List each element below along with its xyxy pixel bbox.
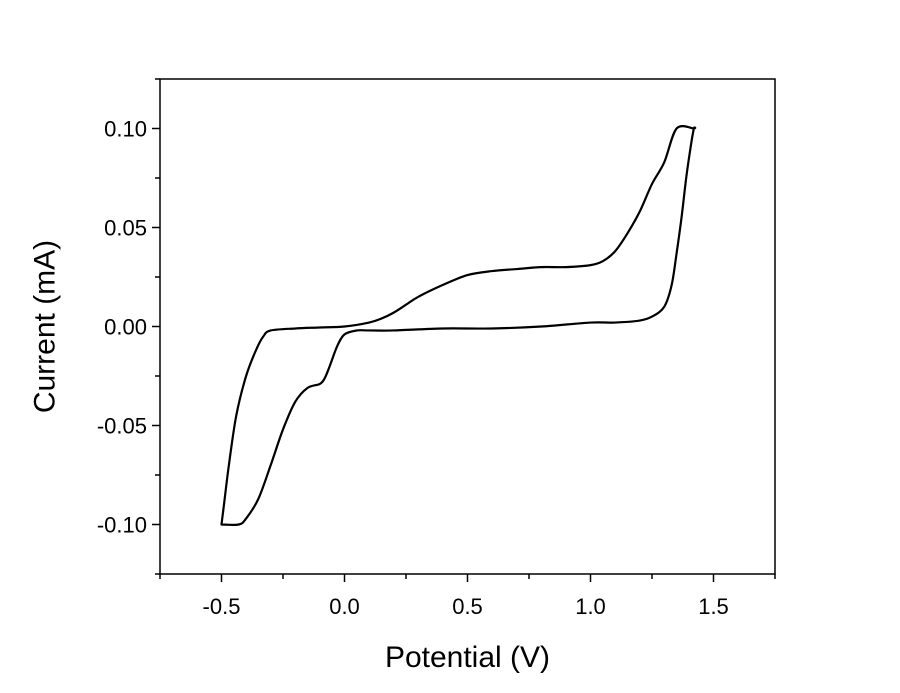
y-tick-label: 0.00 xyxy=(104,315,147,340)
x-tick-label: 0.5 xyxy=(452,594,483,619)
plot-frame xyxy=(159,78,776,575)
x-axis-title: Potential (V) xyxy=(385,641,550,674)
x-axis-tick-labels: -0.5 0.0 0.5 1.0 1.5 xyxy=(203,594,729,619)
y-tick-label: 0.10 xyxy=(104,117,147,142)
x-tick-label: 0.0 xyxy=(329,594,360,619)
y-tick-label: -0.05 xyxy=(97,414,147,439)
y-axis-tick-labels: -0.10 -0.05 0.00 0.05 0.10 xyxy=(97,117,147,538)
x-tick-label: 1.5 xyxy=(698,594,729,619)
x-axis-ticks xyxy=(159,574,776,582)
y-axis-ticks xyxy=(152,78,160,575)
plot-area xyxy=(152,78,776,582)
y-tick-label: -0.10 xyxy=(97,513,147,538)
x-tick-label: -0.5 xyxy=(203,594,241,619)
y-tick-label: 0.05 xyxy=(104,216,147,241)
cv-curve-line xyxy=(220,125,697,527)
y-axis-title: Current (mA) xyxy=(29,240,62,413)
x-tick-label: 1.0 xyxy=(575,594,606,619)
